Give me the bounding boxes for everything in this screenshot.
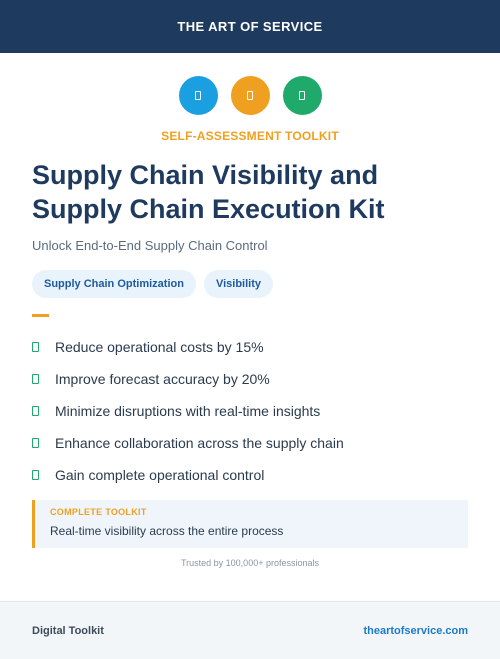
- benefit-item: Reduce operational costs by 15%: [32, 331, 344, 363]
- kicker-label: SELF-ASSESSMENT TOOLKIT: [161, 129, 339, 143]
- benefit-text: Gain complete operational control: [55, 467, 265, 483]
- callout-label: COMPLETE TOOLKIT: [50, 507, 147, 517]
- document-icon: [195, 91, 201, 100]
- website-link[interactable]: theartofservice.com: [363, 624, 468, 637]
- benefit-item: Improve forecast accuracy by 20%: [32, 363, 344, 395]
- check-icon: [32, 374, 39, 384]
- brand-name: THE ART OF SERVICE: [177, 19, 323, 34]
- benefit-text: Improve forecast accuracy by 20%: [55, 371, 270, 387]
- callout-text: Real-time visibility across the entire p…: [50, 524, 284, 538]
- tag-list: Supply Chain Optimization Visibility: [32, 270, 273, 298]
- benefit-item: Minimize disruptions with real-time insi…: [32, 395, 344, 427]
- icon-row: [0, 76, 500, 115]
- subtitle: Unlock End-to-End Supply Chain Control: [32, 238, 268, 253]
- orange-badge: [230, 76, 270, 115]
- tag-supply-chain-optimization[interactable]: Supply Chain Optimization: [32, 270, 196, 298]
- title-line-2: Supply Chain Execution Kit: [32, 194, 385, 224]
- benefit-item: Gain complete operational control: [32, 459, 344, 491]
- document-icon: [299, 91, 305, 100]
- benefit-text: Enhance collaboration across the supply …: [55, 435, 344, 451]
- benefit-text: Minimize disruptions with real-time insi…: [55, 403, 321, 419]
- tag-visibility[interactable]: Visibility: [203, 270, 273, 298]
- trust-note: Trusted by 100,000+ professionals: [180, 558, 319, 568]
- check-icon: [32, 342, 39, 352]
- benefit-text: Reduce operational costs by 15%: [55, 339, 264, 355]
- green-badge: [282, 76, 322, 115]
- accent-divider: [32, 314, 49, 317]
- header-bar: THE ART OF SERVICE: [0, 0, 500, 53]
- footer-bar: Digital Toolkit theartofservice.com: [0, 601, 500, 659]
- benefit-item: Enhance collaboration across the supply …: [32, 427, 344, 459]
- check-icon: [32, 406, 39, 416]
- blue-badge: [178, 76, 218, 115]
- document-icon: [247, 91, 253, 100]
- check-icon: [32, 470, 39, 480]
- callout-box: COMPLETE TOOLKIT Real-time visibility ac…: [32, 500, 468, 548]
- title-line-1: Supply Chain Visibility and: [32, 160, 379, 190]
- footer-label: Digital Toolkit: [32, 624, 104, 637]
- benefit-list: Reduce operational costs by 15% Improve …: [32, 331, 344, 491]
- page-title: Supply Chain Visibility and Supply Chain…: [32, 158, 472, 226]
- check-icon: [32, 438, 39, 448]
